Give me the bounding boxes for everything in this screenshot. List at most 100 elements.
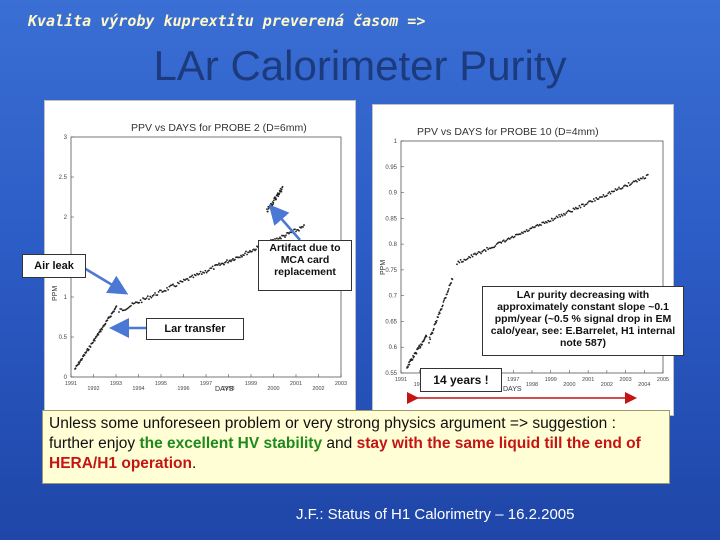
plot-probe-2-data-point (283, 234, 285, 237)
plot-probe-10-xtick-label: 2001 (582, 377, 594, 383)
plot-probe-10-data-point (408, 363, 411, 366)
plot-probe-10-ytick-label: 0.55 (385, 371, 397, 377)
plot-probe-10-data-point (577, 207, 580, 210)
plot-probe-10-xtick-label: 2002 (601, 382, 613, 388)
plot-probe-2-data-point (167, 288, 170, 291)
plot-probe-2-data-point (191, 274, 194, 277)
plot-probe-10-data-point (446, 291, 449, 294)
plot-probe-10-data-point (413, 355, 415, 358)
plot-probe-2-data-point (231, 259, 233, 261)
plot-probe-10-data-point (462, 260, 464, 263)
plot-probe-2-data-point (97, 333, 100, 336)
plot-probe-2-data-point (126, 307, 129, 310)
plot-probe-2-xtick-label: 2003 (335, 381, 347, 387)
plot-probe-2-data-point (130, 304, 132, 307)
plot-probe-10-data-point (432, 329, 435, 332)
plot-probe-10-data-point (487, 248, 490, 251)
plot-probe-10-data-point (561, 214, 564, 217)
plot-probe-2-data-point (210, 267, 213, 269)
plot-probe-2-data-point (277, 195, 280, 198)
plot-probe-2-data-point (225, 260, 227, 263)
plot-probe-10-data-point (440, 308, 443, 310)
plot-probe-10-data-point (418, 344, 421, 347)
plot-probe-10-data-point (442, 301, 445, 303)
plot-probe-2-data-point (187, 279, 190, 282)
plot-probe-10-data-point (449, 284, 451, 286)
plot-probe-10-data-point (542, 221, 545, 224)
plot-probe-2-data-point (245, 250, 247, 253)
plot-probe-10-data-point (469, 256, 472, 259)
plot-probe-2-data-point (160, 289, 162, 292)
plot-probe-2-data-point (139, 299, 142, 302)
plot-probe-2-data-point (303, 224, 305, 226)
plot-probe-2-data-point (78, 361, 81, 363)
plot-probe-2-data-point (120, 308, 123, 310)
plot-probe-10-data-point (415, 352, 418, 355)
plot-probe-10-data-point (481, 250, 484, 253)
plot-probe-10-data-point (634, 179, 637, 182)
plot-probe-2-data-point (298, 229, 300, 232)
plot-probe-2-data-point (146, 295, 149, 298)
plot-probe-10-ytick-label: 0.75 (385, 268, 397, 274)
plot-probe-2-data-point (270, 202, 272, 205)
plot-probe-10-data-point (438, 312, 441, 315)
plot-probe-10-data-point (591, 200, 594, 203)
summary-box: Unless some unforeseen problem or very s… (42, 410, 670, 484)
plot-probe-2-data-point (93, 338, 96, 341)
plot-probe-2-data-point (83, 354, 86, 357)
callout-years: 14 years ! (420, 368, 502, 392)
plot-probe-2-data-point (110, 315, 112, 318)
plot-probe-2-data-point (99, 330, 102, 333)
plot-probe-2-data-point (266, 208, 268, 211)
plot-probe-10-data-point (555, 215, 558, 218)
plot-probe-10-xtick-label: 1998 (526, 382, 538, 388)
plot-probe-2-data-point (184, 279, 186, 282)
plot-probe-10-data-point (458, 261, 461, 264)
plot-probe-2-data-point (211, 265, 214, 268)
plot-probe-10-ylabel: PPM (380, 260, 387, 275)
plot-probe-10-data-point (627, 181, 630, 184)
plot-probe-2-data-point (280, 190, 283, 193)
plot-probe-2-data-point (204, 269, 207, 272)
slide-title: LAr Calorimeter Purity (153, 42, 567, 89)
plot-probe-2-data-point (190, 275, 192, 278)
plot-probe-10-data-point (534, 226, 536, 228)
plot-probe-2-data-point (227, 261, 229, 264)
plot-probe-10-data-point (447, 289, 450, 292)
plot-probe-10-data-point (543, 222, 546, 225)
plot-probe-10-data-point (613, 190, 616, 193)
plot-probe-10-data-point (483, 248, 486, 251)
plot-probe-10-data-point (441, 304, 444, 307)
plot-probe-2-data-point (218, 262, 220, 265)
plot-probe-2-xtick-label: 1996 (177, 386, 189, 392)
plot-probe-10-data-point (631, 182, 634, 184)
plot-probe-2-data-point (295, 230, 297, 233)
plot-probe-2-data-point (246, 253, 248, 256)
plot-probe-10-data-point (644, 177, 647, 180)
slide-subtitle: Kvalita výroby kuprextitu preverená časo… (28, 12, 426, 30)
plot-probe-2-data-point (240, 254, 242, 257)
plot-probe-2-xtick-label: 1995 (155, 381, 167, 387)
plot-probe-2-data-point (302, 226, 304, 228)
plot-probe-10-data-point (432, 327, 435, 330)
plot-probe-2-data-point (138, 301, 141, 304)
plot-probe-10-data-point (417, 347, 420, 350)
plot-probe-10-data-point (506, 238, 509, 241)
plot-probe-10-data-point (435, 321, 438, 324)
plot-probe-2-data-point (133, 302, 136, 305)
plot-probe-2-data-point (172, 283, 174, 286)
plot-probe-2-data-point (101, 328, 103, 331)
plot-probe-2-data-point (241, 255, 243, 258)
plot-probe-10-xlabel: DAYS (503, 386, 522, 393)
plot-probe-10-data-point (609, 192, 612, 195)
plot-probe-2-data-point (243, 254, 245, 257)
plot-probe-2-data-point (278, 192, 281, 195)
plot-probe-2-data-point (164, 290, 167, 292)
plot-probe-10-data-point (646, 173, 649, 176)
plot-probe-10-data-point (573, 208, 576, 211)
plot-probe-10-data-point (636, 180, 638, 183)
plot-probe-2-xtick-label: 1998 (222, 386, 234, 392)
plot-probe-2-data-point (269, 206, 272, 209)
plot-probe-2-data-point (81, 357, 84, 360)
plot-probe-2-data-point (149, 295, 152, 298)
